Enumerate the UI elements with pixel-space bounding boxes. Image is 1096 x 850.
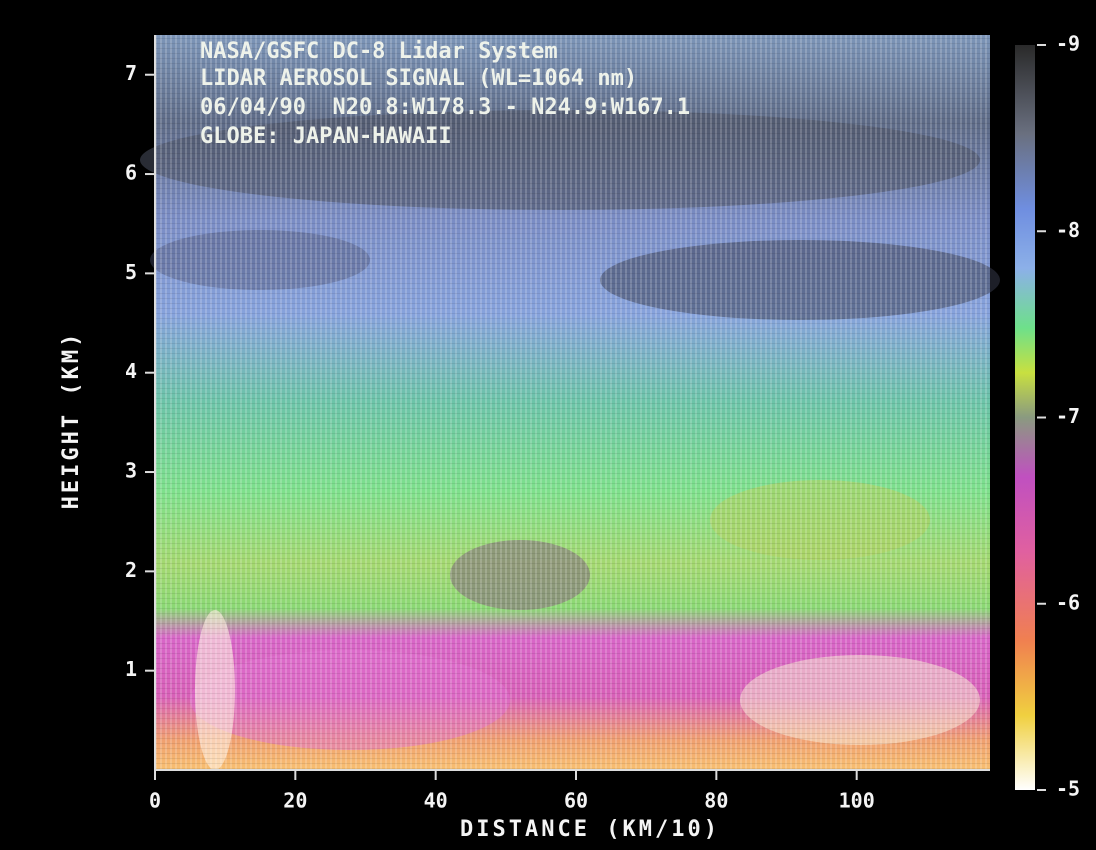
colorbar (1015, 45, 1035, 790)
x-tick-label: 0 (149, 789, 161, 813)
y-axis-label: HEIGHT (KM) (59, 331, 84, 510)
x-tick-label: 100 (839, 789, 875, 813)
heatmap-image (140, 35, 1000, 770)
colorbar-tick-label: -7 (1056, 404, 1080, 428)
y-tick-label: 1 (125, 657, 137, 681)
y-tick-label: 4 (125, 359, 137, 383)
colorbar-tick-label: -8 (1056, 218, 1080, 242)
colorbar-tick-label: -9 (1056, 32, 1080, 56)
y-tick-label: 3 (125, 459, 137, 483)
x-tick-label: 60 (564, 789, 588, 813)
annotation: GLOBE: JAPAN-HAWAII (200, 124, 452, 149)
y-tick-label: 2 (125, 558, 137, 582)
y-tick-label: 5 (125, 260, 137, 284)
colorbar-tick-label: -5 (1056, 777, 1080, 801)
colorbar-tick-label: -6 (1056, 590, 1080, 614)
y-tick-label: 7 (125, 61, 137, 85)
annotation: LIDAR AEROSOL SIGNAL (WL=1064 nm) (200, 66, 637, 91)
x-axis-label: DISTANCE (KM/10) (460, 817, 720, 842)
annotation: 06/04/90 N20.8:W178.3 - N24.9:W167.1 (200, 95, 690, 120)
x-tick-label: 20 (283, 789, 307, 813)
annotation: NASA/GSFC DC-8 Lidar System (200, 39, 558, 64)
x-tick-label: 80 (704, 789, 728, 813)
x-tick-label: 40 (424, 789, 448, 813)
y-tick-label: 6 (125, 161, 137, 185)
